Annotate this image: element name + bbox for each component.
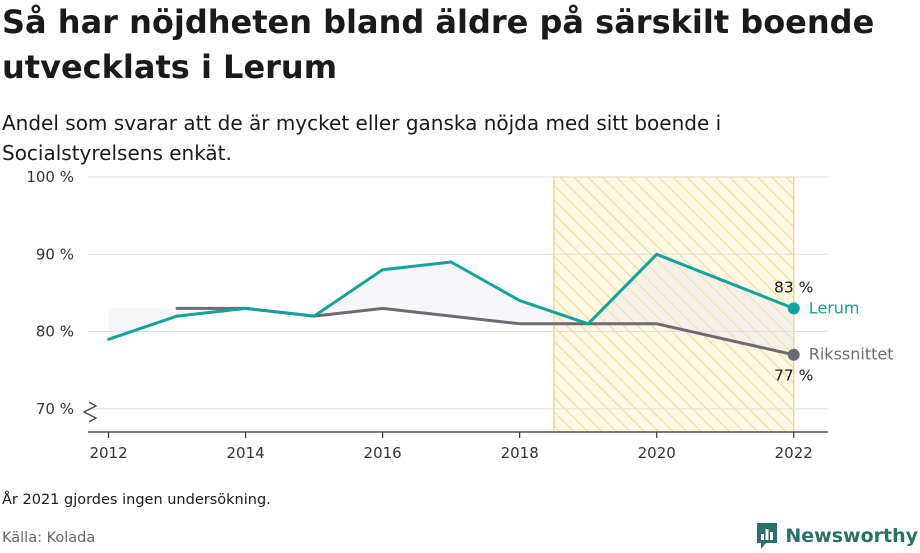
- y-tick-label-70: 70 %: [36, 400, 74, 418]
- series-endpoint-rikssnittet: [787, 348, 800, 361]
- x-axis-ticks: 2012 2014 2016 2018 2020 2022: [88, 431, 828, 462]
- difference-band: [108, 254, 794, 355]
- difference-area: [108, 254, 794, 355]
- series-value-lerum: 83 %: [774, 278, 813, 296]
- source-credit: Källa: Kolada: [2, 530, 96, 546]
- x-tick-label-2012: 2012: [89, 444, 127, 462]
- series-name-rikssnittet: Rikssnittet: [809, 345, 894, 364]
- brand-name: Newsworthy: [785, 525, 918, 547]
- series-endpoint-lerum: [787, 302, 800, 315]
- x-tick-label-2016: 2016: [364, 444, 402, 462]
- footnote: År 2021 gjordes ingen undersökning.: [2, 492, 271, 508]
- y-axis-ticks: 70 % 80 % 90 % 100 %: [26, 168, 74, 418]
- highlight-rect: [553, 176, 795, 433]
- page-subtitle: Andel som svarar att de är mycket eller …: [2, 111, 722, 165]
- line-chart: 70 %80 %90 %100 % 2012 2014 2016 2018 2020 20…: [26, 168, 893, 462]
- brand-logo: Newsworthy: [755, 519, 918, 553]
- series-name-lerum: Lerum: [809, 298, 860, 317]
- grid-lines: [88, 176, 828, 410]
- axis-break-icon: [82, 401, 98, 423]
- y-tick-label-100: 100 %: [26, 168, 74, 186]
- series-labels: Lerum 83 % Rikssnittet 77 %: [774, 278, 893, 384]
- y-tick-label-90: 90 %: [36, 245, 74, 263]
- highlight-period: [553, 176, 795, 433]
- series-value-rikssnittet: 77 %: [774, 367, 813, 385]
- series-lines: [107, 252, 800, 361]
- series-line-lerum: [107, 252, 796, 341]
- x-tick-label-2018: 2018: [501, 444, 539, 462]
- x-tick-label-2022: 2022: [775, 444, 813, 462]
- page-title: Så har nöjdheten bland äldre på särskilt…: [2, 3, 875, 86]
- bar-chart-speech-bubble-icon: [757, 523, 778, 549]
- x-tick-label-2020: 2020: [638, 444, 676, 462]
- x-tick-label-2014: 2014: [226, 444, 264, 462]
- y-tick-label-80: 80 %: [36, 323, 74, 341]
